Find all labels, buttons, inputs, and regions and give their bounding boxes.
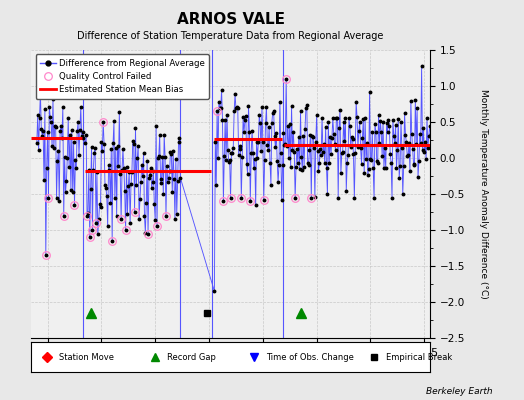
Legend: Difference from Regional Average, Quality Control Failed, Estimated Station Mean: Difference from Regional Average, Qualit… (36, 54, 209, 98)
Text: Empirical Break: Empirical Break (386, 352, 452, 362)
Text: ARNOS VALE: ARNOS VALE (177, 12, 285, 27)
Text: Time of Obs. Change: Time of Obs. Change (266, 352, 354, 362)
Text: Difference of Station Temperature Data from Regional Average: Difference of Station Temperature Data f… (78, 31, 384, 41)
Text: Station Move: Station Move (59, 352, 114, 362)
Y-axis label: Monthly Temperature Anomaly Difference (°C): Monthly Temperature Anomaly Difference (… (478, 89, 488, 299)
Text: Record Gap: Record Gap (167, 352, 216, 362)
Text: Berkeley Earth: Berkeley Earth (426, 387, 493, 396)
